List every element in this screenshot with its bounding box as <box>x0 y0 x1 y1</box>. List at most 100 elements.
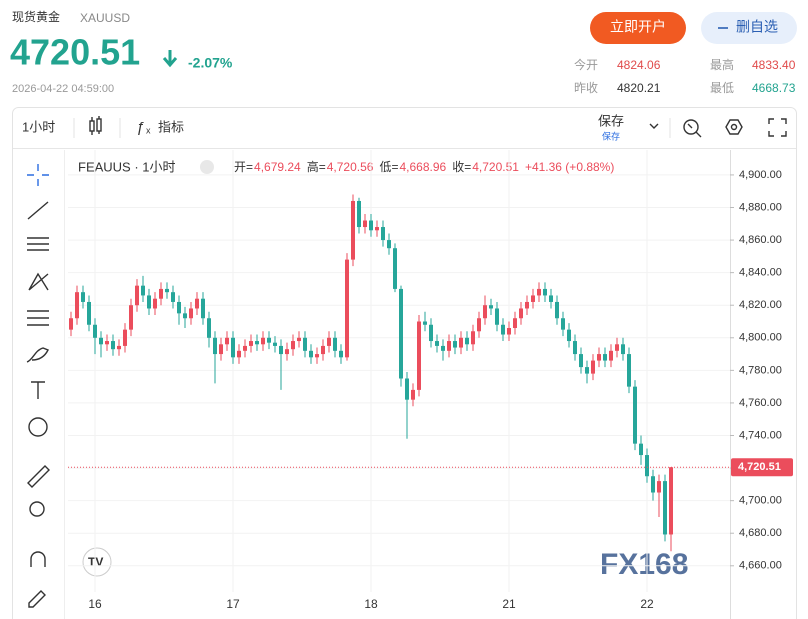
remove-watch-button[interactable]: 删自选 <box>701 12 797 44</box>
stat-label: 最高 <box>710 57 734 72</box>
candle-type-button[interactable] <box>89 116 102 135</box>
candle-body <box>603 354 607 361</box>
button-bg <box>701 12 797 44</box>
candle-body <box>375 227 379 231</box>
candle-body <box>501 324 505 335</box>
candle-body <box>513 318 517 329</box>
candle-body <box>237 350 241 358</box>
collapse-button[interactable] <box>200 160 214 174</box>
candle-body <box>507 328 511 335</box>
candle-body <box>111 341 115 350</box>
candle-body <box>435 341 439 346</box>
stat-value: 4833.40 <box>752 58 796 72</box>
candle-body <box>579 354 583 368</box>
candle-body <box>387 240 391 249</box>
candle-body <box>249 341 253 346</box>
legend-value: 4,668.96 <box>399 160 446 174</box>
line-tool[interactable] <box>27 201 49 220</box>
x-tick-label: 18 <box>364 597 378 611</box>
candle-body <box>195 298 199 309</box>
y-tick-label: 4,680.00 <box>739 527 782 539</box>
candle-body <box>147 295 151 309</box>
change: -2.07% <box>188 55 233 71</box>
candle-body <box>657 481 661 493</box>
x-tick-label: 22 <box>640 597 654 611</box>
candle-body <box>567 329 571 342</box>
candle-body <box>615 344 619 351</box>
candle-body <box>633 386 637 444</box>
open-account-button[interactable]: 立即开户 <box>590 12 686 44</box>
candle-body <box>639 443 643 456</box>
ruler-tool[interactable] <box>27 465 50 488</box>
candle-body <box>465 337 469 345</box>
drawing-tools <box>26 164 50 608</box>
candle-body <box>207 318 211 338</box>
save-button[interactable]: 保存 <box>598 113 624 128</box>
candle-body <box>357 200 361 228</box>
candle-body <box>255 341 259 345</box>
candle-body <box>297 337 301 342</box>
candle-body <box>663 481 667 535</box>
candle-body <box>327 337 331 346</box>
alert-button[interactable] <box>683 119 702 138</box>
candle-body <box>93 324 97 338</box>
candle-body <box>441 345 445 351</box>
pattern-tool[interactable] <box>28 272 49 291</box>
legend-value: 4,679.24 <box>254 160 301 174</box>
tv-logo <box>82 547 112 577</box>
price-tag <box>731 458 793 477</box>
candle-body <box>141 285 145 296</box>
candle-body <box>447 341 451 351</box>
candle-body <box>213 337 217 355</box>
settings-button[interactable] <box>725 119 743 135</box>
candle-body <box>363 220 367 228</box>
crosshair-tool[interactable] <box>27 164 49 186</box>
ohlc-legend: 开= 4,679.24 高= 4,720.56 低= 4,668.96 收= 4,720.51… <box>234 159 614 174</box>
candle-body <box>537 288 541 296</box>
button-bg <box>590 12 686 44</box>
fx-icon-x: x <box>146 125 151 135</box>
candle-body <box>129 305 133 330</box>
y-tick-label: 4,760.00 <box>739 397 782 409</box>
plot: 4,660.004,680.004,700.004,720.004,740.00… <box>68 150 793 611</box>
brush-tool[interactable] <box>26 347 49 363</box>
candle-body <box>309 350 313 358</box>
candle-body <box>339 350 343 358</box>
candle-body <box>483 305 487 319</box>
candle-body <box>225 337 229 345</box>
candle-body <box>495 308 499 325</box>
zoom-tool[interactable] <box>29 501 45 517</box>
candle-body <box>525 301 529 309</box>
candle-body <box>423 321 427 325</box>
tv-logo-text: TV <box>88 555 103 569</box>
text-tool[interactable] <box>31 381 45 399</box>
legend-label: 高= <box>307 159 326 174</box>
candle-body <box>183 313 187 319</box>
indicators-button[interactable]: 指标 <box>158 119 184 134</box>
candle-body <box>591 360 595 374</box>
lock-tool[interactable] <box>28 590 46 608</box>
x-tick-label: 17 <box>226 597 240 611</box>
fx-icon: ƒ <box>136 119 144 136</box>
interval-button[interactable]: 1小时 <box>22 119 55 134</box>
candle-body <box>543 288 547 296</box>
save-menu[interactable] <box>649 123 659 129</box>
candle-body <box>303 337 307 351</box>
magnet-tool[interactable] <box>30 551 46 567</box>
time: 2026-04-22 04:59:00 <box>12 83 114 95</box>
channel-tool[interactable] <box>27 237 49 251</box>
stat-value: 4824.06 <box>617 58 661 72</box>
y-tick-label: 4,800.00 <box>739 332 782 344</box>
fullscreen-button[interactable] <box>768 118 787 137</box>
candle-body <box>165 288 169 293</box>
emoji-tool[interactable] <box>28 417 48 437</box>
candle-body <box>531 295 535 302</box>
stat-label: 最低 <box>710 81 734 95</box>
y-tick-label: 4,660.00 <box>739 560 782 572</box>
candle-body <box>117 345 121 350</box>
fib-tool[interactable] <box>27 310 49 326</box>
y-tick-label: 4,900.00 <box>739 169 782 181</box>
candle-body <box>81 292 85 302</box>
y-tick-label: 4,700.00 <box>739 495 782 507</box>
y-tick-label: 4,840.00 <box>739 267 782 279</box>
